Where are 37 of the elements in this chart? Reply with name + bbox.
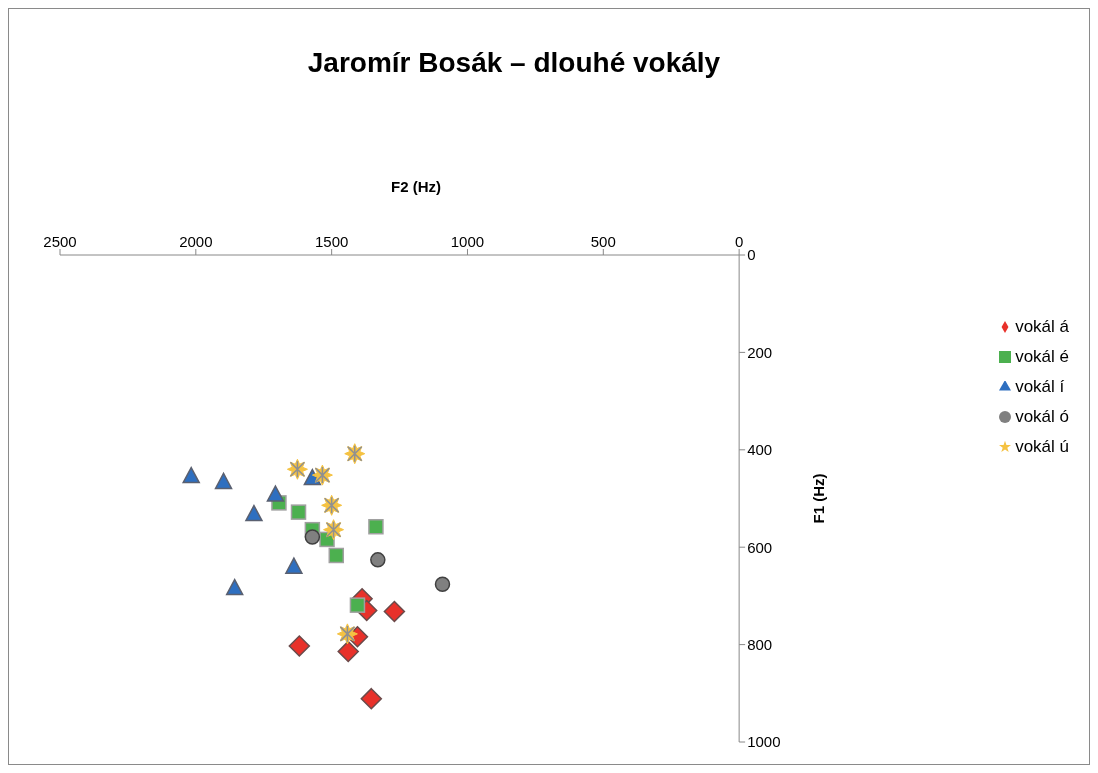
point bbox=[328, 547, 345, 564]
legend-label: vokál ó bbox=[1015, 406, 1069, 426]
point bbox=[290, 504, 307, 520]
point bbox=[360, 687, 383, 710]
y-axis-title: F1 (Hz) bbox=[810, 473, 828, 524]
point bbox=[368, 519, 384, 535]
x-axis-title: F2 (Hz) bbox=[391, 177, 441, 195]
point bbox=[266, 485, 285, 502]
point bbox=[288, 635, 311, 657]
point bbox=[370, 552, 386, 568]
legend-label: vokál ú bbox=[1015, 436, 1069, 456]
point bbox=[383, 600, 406, 623]
point bbox=[304, 529, 321, 545]
y-tick-label: 800 bbox=[747, 635, 773, 653]
point bbox=[245, 504, 263, 522]
point bbox=[349, 597, 366, 613]
legend-label: vokál é bbox=[1015, 346, 1069, 366]
point bbox=[214, 472, 233, 490]
x-tick-label: 1500 bbox=[314, 233, 349, 250]
legend-label: vokál í bbox=[1015, 376, 1065, 396]
y-tick-label: 200 bbox=[747, 343, 773, 361]
legend-label: vokál á bbox=[1015, 316, 1069, 336]
y-tick-label: 0 bbox=[747, 246, 756, 264]
x-tick-label: 2000 bbox=[179, 233, 213, 250]
point bbox=[337, 640, 359, 663]
point bbox=[285, 557, 303, 574]
x-tick-label: 0 bbox=[734, 233, 744, 250]
point bbox=[182, 466, 200, 484]
y-tick-label: 600 bbox=[747, 538, 773, 556]
y-tick-label: 1000 bbox=[747, 733, 781, 751]
y-tick-label: 400 bbox=[747, 441, 773, 459]
x-tick-label: 2500 bbox=[43, 233, 77, 250]
x-tick-label: 1000 bbox=[450, 233, 485, 250]
chart-title: Jaromír Bosák – dlouhé vokály bbox=[306, 47, 722, 79]
x-tick-label: 500 bbox=[590, 233, 616, 250]
point bbox=[225, 578, 244, 596]
point bbox=[434, 576, 451, 592]
